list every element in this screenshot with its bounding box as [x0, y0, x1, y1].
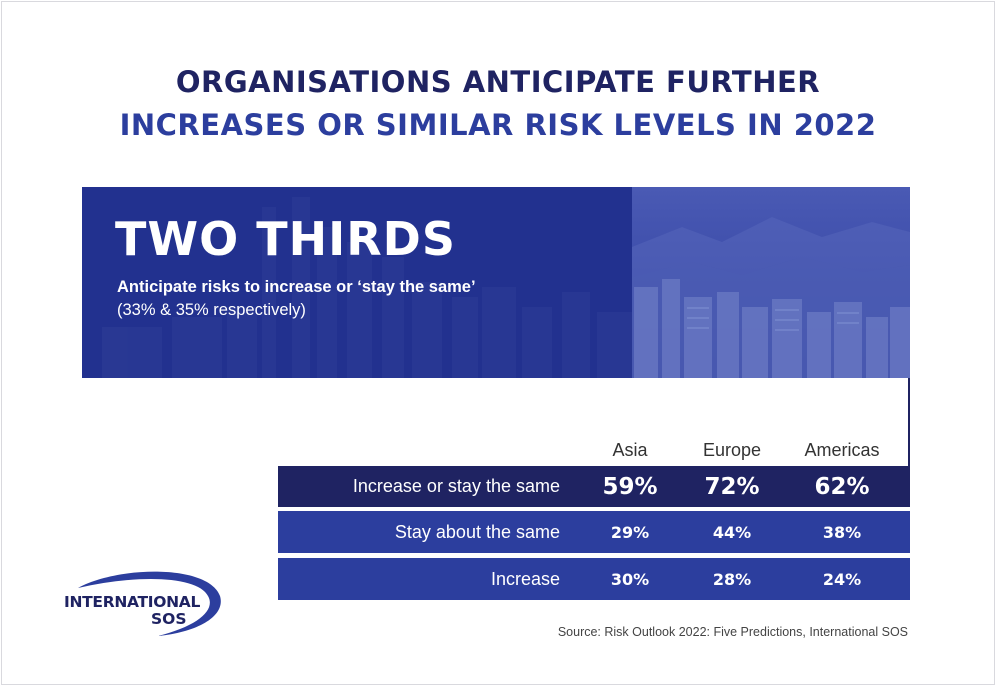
cell-americas: 62% [814, 473, 870, 500]
row-label: Stay about the same [394, 521, 560, 542]
table-row-increase: Increase 30% 28% 24% [278, 558, 910, 600]
table-row-stay-same: Stay about the same 29% 44% 38% [278, 511, 910, 553]
banner: TWO THIRDS Anticipate risks to increase … [82, 187, 910, 378]
title-line-2: INCREASES OR SIMILAR RISK LEVELS IN 2022 [119, 108, 877, 142]
banner-note: (33% & 35% respectively) [117, 301, 306, 319]
logo-text-line1: INTERNATIONAL [64, 593, 201, 611]
cell-europe: 72% [704, 473, 760, 500]
cell-asia: 59% [602, 473, 658, 500]
international-sos-logo: INTERNATIONAL SOS [58, 568, 228, 638]
column-header-asia: Asia [612, 440, 648, 460]
column-header-europe: Europe [702, 440, 762, 460]
cell-americas: 24% [822, 569, 862, 589]
city-skyline-image [102, 197, 910, 378]
cell-asia: 29% [610, 522, 650, 542]
source-note: Source: Risk Outlook 2022: Five Predicti… [557, 625, 908, 639]
cell-asia: 30% [610, 569, 650, 589]
cell-americas: 38% [822, 522, 862, 542]
cell-europe: 28% [712, 569, 752, 589]
row-label: Increase or stay the same [352, 476, 560, 496]
table-divider-line [908, 378, 910, 466]
title-line-1: ORGANISATIONS ANTICIPATE FURTHER [175, 65, 821, 99]
banner-headline: TWO THIRDS [115, 212, 456, 266]
row-label: Increase [490, 568, 560, 589]
logo-text-line2: SOS [151, 610, 187, 628]
cell-europe: 44% [712, 522, 752, 542]
table-row-increase-or-same: Increase or stay the same 59% 72% 62% [278, 466, 910, 507]
column-header-americas: Americas [804, 440, 880, 460]
banner-subtitle: Anticipate risks to increase or ‘stay th… [117, 278, 476, 296]
